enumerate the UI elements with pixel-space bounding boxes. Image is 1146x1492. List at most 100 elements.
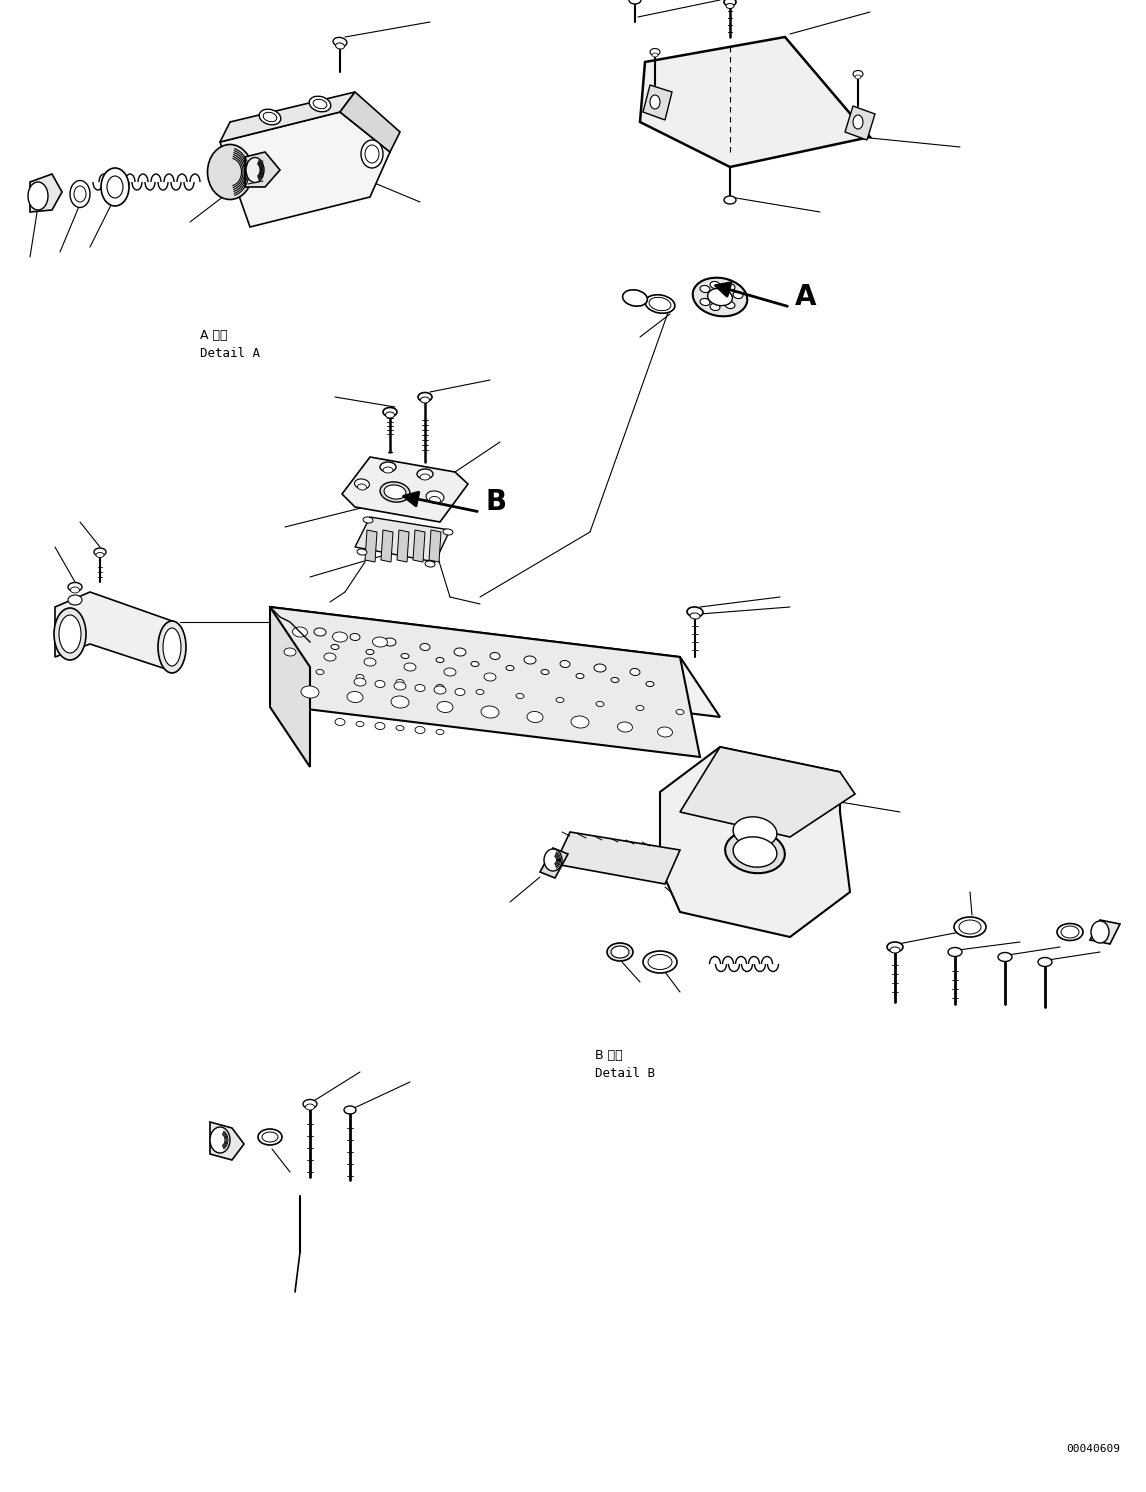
Ellipse shape — [959, 921, 981, 934]
Ellipse shape — [306, 1104, 314, 1110]
Ellipse shape — [454, 648, 466, 656]
Ellipse shape — [375, 722, 385, 730]
Ellipse shape — [1061, 927, 1080, 938]
Ellipse shape — [430, 497, 440, 503]
Ellipse shape — [622, 289, 647, 306]
Ellipse shape — [417, 468, 433, 479]
Ellipse shape — [344, 1106, 356, 1115]
Ellipse shape — [724, 195, 736, 204]
Ellipse shape — [649, 297, 670, 310]
Text: A 詳細: A 詳細 — [201, 330, 228, 342]
Polygon shape — [397, 530, 409, 562]
Polygon shape — [245, 152, 280, 186]
Polygon shape — [540, 847, 568, 877]
Ellipse shape — [658, 727, 673, 737]
Ellipse shape — [347, 691, 363, 703]
Ellipse shape — [855, 75, 861, 79]
Ellipse shape — [607, 943, 633, 961]
Ellipse shape — [733, 816, 777, 847]
Polygon shape — [220, 93, 355, 142]
Ellipse shape — [354, 677, 366, 686]
Ellipse shape — [435, 730, 444, 734]
Ellipse shape — [594, 664, 606, 671]
Ellipse shape — [284, 648, 296, 656]
Polygon shape — [680, 747, 855, 837]
Text: 00040609: 00040609 — [1066, 1444, 1120, 1455]
Ellipse shape — [309, 95, 331, 112]
Polygon shape — [660, 747, 850, 937]
Polygon shape — [413, 530, 425, 562]
Ellipse shape — [385, 412, 394, 418]
Ellipse shape — [262, 1132, 278, 1141]
Ellipse shape — [725, 831, 785, 873]
Ellipse shape — [724, 0, 736, 6]
Ellipse shape — [375, 680, 385, 688]
Ellipse shape — [94, 548, 105, 557]
Polygon shape — [643, 85, 672, 119]
Ellipse shape — [314, 628, 325, 636]
Ellipse shape — [331, 645, 339, 649]
Ellipse shape — [647, 955, 672, 970]
Ellipse shape — [645, 295, 675, 313]
Ellipse shape — [415, 727, 425, 734]
Ellipse shape — [384, 485, 406, 500]
Ellipse shape — [560, 661, 570, 667]
Ellipse shape — [507, 665, 515, 670]
Ellipse shape — [630, 668, 639, 676]
Polygon shape — [340, 93, 400, 152]
Ellipse shape — [28, 182, 48, 210]
Ellipse shape — [948, 947, 961, 956]
Ellipse shape — [358, 483, 367, 489]
Ellipse shape — [421, 397, 430, 403]
Ellipse shape — [74, 186, 86, 201]
Ellipse shape — [363, 516, 372, 524]
Ellipse shape — [401, 653, 409, 658]
Ellipse shape — [953, 918, 986, 937]
Ellipse shape — [313, 100, 327, 109]
Text: A: A — [795, 283, 816, 310]
Ellipse shape — [301, 686, 319, 698]
Ellipse shape — [207, 145, 252, 200]
Ellipse shape — [356, 722, 364, 727]
Text: B: B — [485, 488, 507, 516]
Ellipse shape — [435, 658, 444, 662]
Ellipse shape — [556, 697, 564, 703]
Ellipse shape — [383, 467, 393, 473]
Ellipse shape — [335, 719, 345, 725]
Ellipse shape — [350, 634, 360, 640]
Polygon shape — [220, 112, 390, 227]
Ellipse shape — [676, 710, 684, 715]
Polygon shape — [555, 833, 680, 883]
Text: Detail B: Detail B — [595, 1067, 656, 1080]
Polygon shape — [210, 1122, 244, 1159]
Ellipse shape — [333, 37, 347, 46]
Ellipse shape — [380, 463, 397, 471]
Ellipse shape — [711, 282, 720, 288]
Ellipse shape — [690, 613, 700, 619]
Polygon shape — [355, 518, 450, 562]
Ellipse shape — [397, 679, 405, 685]
Ellipse shape — [364, 658, 376, 665]
Polygon shape — [639, 37, 870, 167]
Ellipse shape — [576, 673, 584, 679]
Ellipse shape — [303, 1100, 317, 1109]
Ellipse shape — [372, 637, 387, 648]
Ellipse shape — [733, 837, 777, 867]
Ellipse shape — [437, 701, 453, 713]
Ellipse shape — [596, 701, 604, 707]
Polygon shape — [30, 175, 62, 212]
Ellipse shape — [332, 633, 347, 642]
Ellipse shape — [725, 301, 735, 309]
Ellipse shape — [650, 95, 660, 109]
Ellipse shape — [292, 627, 307, 637]
Ellipse shape — [444, 530, 453, 536]
Ellipse shape — [853, 70, 863, 78]
Ellipse shape — [611, 677, 619, 682]
Ellipse shape — [733, 291, 743, 298]
Ellipse shape — [516, 694, 524, 698]
Ellipse shape — [481, 706, 499, 718]
Ellipse shape — [158, 621, 186, 673]
Ellipse shape — [426, 491, 444, 503]
Polygon shape — [342, 457, 468, 522]
Ellipse shape — [853, 115, 863, 128]
